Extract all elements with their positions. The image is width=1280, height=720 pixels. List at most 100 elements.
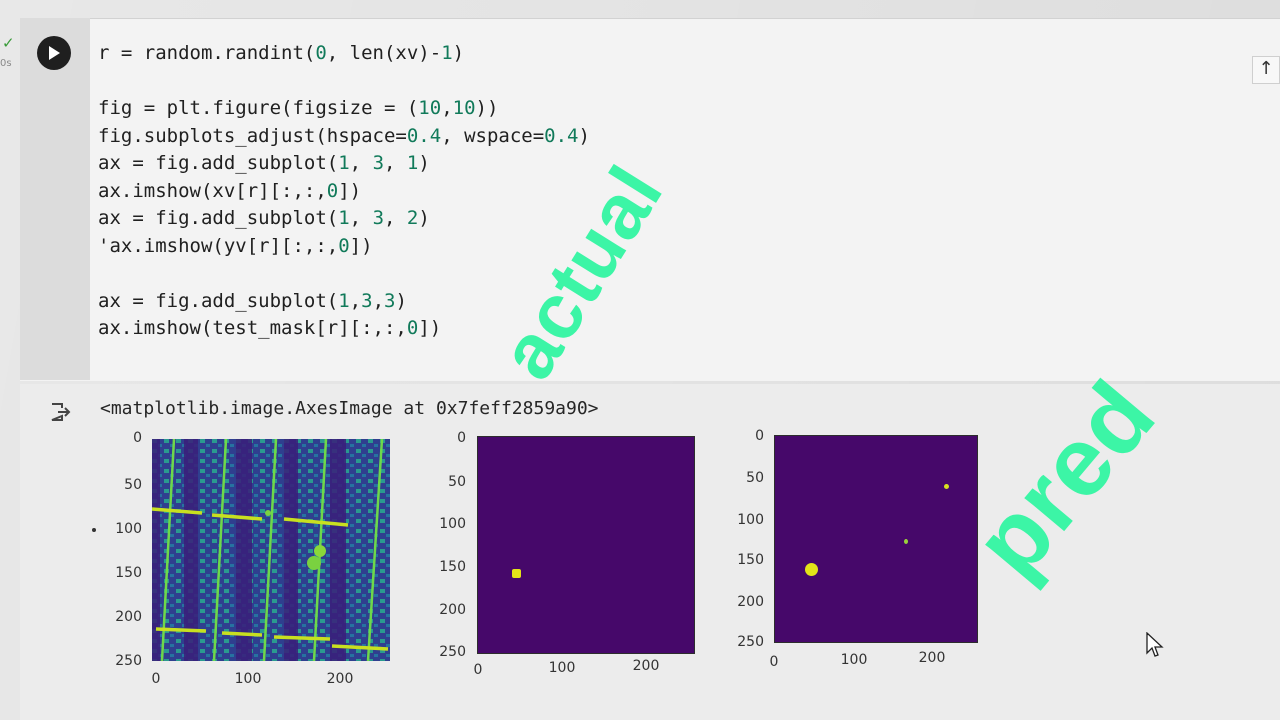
x-tick: 200 — [632, 658, 660, 674]
code-text: , — [372, 289, 385, 312]
code-line[interactable]: ax.imshow(test_mask[r][:,:,0]) — [98, 317, 590, 345]
code-text: ax.imshow(test_mask[r][:,:, — [98, 317, 407, 339]
y-tick: 200 — [737, 594, 764, 610]
code-number: 0 — [326, 179, 339, 202]
code-number: 1 — [406, 152, 419, 174]
code-text: ]) — [418, 317, 442, 339]
code-line[interactable]: r = random.randint(0, len(xv)-1) — [98, 42, 590, 70]
code-text: ) — [395, 289, 407, 312]
code-number: 2 — [406, 207, 419, 229]
code-line[interactable]: fig.subplots_adjust(hspace=0.4, wspace=0… — [98, 125, 590, 153]
code-number: 1 — [338, 207, 350, 229]
code-number: 1 — [441, 42, 453, 64]
x-tick: 0 — [769, 654, 779, 670]
y-tick: 0 — [755, 428, 764, 444]
y-tick: 100 — [115, 521, 142, 537]
code-line[interactable]: fig = plt.figure(figsize = (10,10)) — [98, 97, 590, 125]
code-number: 0 — [406, 317, 419, 339]
y-tick: 0 — [133, 430, 142, 446]
stray-mark — [92, 528, 96, 532]
code-text: , len(xv)- — [326, 42, 442, 64]
code-text: ) — [418, 207, 430, 229]
actual-mask-image — [477, 436, 695, 654]
x-tick: 100 — [234, 671, 262, 687]
checkmark-icon: ✓ — [2, 34, 15, 52]
code-text: , — [349, 289, 362, 312]
y-tick: 50 — [448, 474, 466, 490]
code-text: ax = fig.add_subplot( — [98, 152, 339, 174]
y-tick: 50 — [124, 477, 142, 493]
y-tick: 100 — [737, 512, 764, 528]
code-line[interactable]: 'ax.imshow(yv[r][:,:,0]) — [98, 235, 590, 263]
code-line[interactable] — [98, 70, 590, 98]
code-number: 10 — [418, 97, 442, 119]
code-text: , — [349, 207, 373, 229]
code-text: 'ax.imshow(yv[r][:,:, — [98, 234, 339, 257]
pred-mask-blob — [944, 484, 949, 489]
x-tick: 200 — [326, 671, 354, 687]
execution-time: 0s — [0, 58, 12, 69]
x-tick: 100 — [548, 660, 576, 676]
code-text: ) — [578, 124, 590, 147]
code-number: 10 — [452, 97, 476, 119]
code-number: 0.4 — [544, 124, 579, 147]
y-tick: 250 — [439, 644, 466, 660]
code-text: ax = fig.add_subplot( — [98, 207, 339, 229]
code-number: 3 — [372, 207, 385, 229]
code-text: fig.subplots_adjust(hspace= — [98, 124, 407, 147]
play-icon — [49, 46, 60, 60]
x-tick: 100 — [840, 652, 868, 668]
code-text: ) — [418, 152, 430, 174]
y-tick: 150 — [737, 552, 764, 568]
y-tick: 50 — [746, 470, 764, 486]
code-number: 0 — [315, 42, 327, 64]
code-text: ) — [452, 42, 465, 64]
y-tick: 0 — [457, 430, 466, 446]
code-text: , — [384, 207, 407, 229]
pred-mask-blob — [805, 563, 818, 576]
code-text: , — [441, 97, 453, 119]
y-tick: 200 — [115, 609, 142, 625]
run-cell-button[interactable] — [37, 36, 71, 70]
output-text: <matplotlib.image.AxesImage at 0x7feff28… — [100, 398, 599, 419]
pred-mask-blob — [904, 539, 908, 544]
y-tick: 100 — [439, 516, 466, 532]
y-tick: 250 — [115, 653, 142, 669]
code-number: 3 — [361, 289, 373, 312]
code-text: ax.imshow(xv[r][:,:, — [98, 179, 327, 202]
output-icon[interactable] — [48, 400, 72, 428]
y-tick: 200 — [439, 602, 466, 618]
code-text: ax = fig.add_subplot( — [98, 289, 339, 312]
move-cell-up-button[interactable]: ↑ — [1252, 56, 1280, 84]
x-tick: 0 — [473, 662, 483, 678]
code-text: fig = plt.figure(figsize = ( — [98, 97, 419, 119]
code-text: )) — [475, 97, 499, 119]
code-text: ]) — [338, 179, 362, 202]
code-line[interactable] — [98, 262, 590, 290]
input-image — [152, 439, 390, 661]
code-editor[interactable]: r = random.randint(0, len(xv)-1) fig = p… — [98, 42, 590, 345]
x-tick: 200 — [918, 650, 946, 666]
pred-mask-image — [774, 435, 978, 643]
code-number: 3 — [372, 152, 385, 174]
code-text: r = random.randint( — [98, 42, 316, 64]
y-tick: 150 — [439, 559, 466, 575]
mouse-cursor-icon — [1146, 632, 1164, 657]
code-line[interactable]: ax = fig.add_subplot(1, 3, 1) — [98, 152, 590, 180]
code-number: 3 — [384, 289, 396, 312]
code-text: , — [349, 152, 373, 174]
code-number: 0 — [338, 234, 350, 257]
code-number: 0.4 — [406, 124, 442, 147]
code-number: 1 — [338, 152, 350, 174]
code-line[interactable]: ax = fig.add_subplot(1,3,3) — [98, 290, 590, 318]
actual-mask-blob — [512, 569, 521, 578]
y-tick: 250 — [737, 634, 764, 650]
x-tick: 0 — [151, 671, 161, 687]
cell-gutter — [20, 18, 90, 380]
code-text: , wspace= — [441, 124, 545, 147]
code-line[interactable]: ax.imshow(xv[r][:,:,0]) — [98, 180, 590, 208]
code-cell[interactable] — [20, 18, 1280, 381]
code-number: 1 — [338, 289, 350, 312]
code-line[interactable]: ax = fig.add_subplot(1, 3, 2) — [98, 207, 590, 235]
code-text: ]) — [349, 234, 373, 257]
